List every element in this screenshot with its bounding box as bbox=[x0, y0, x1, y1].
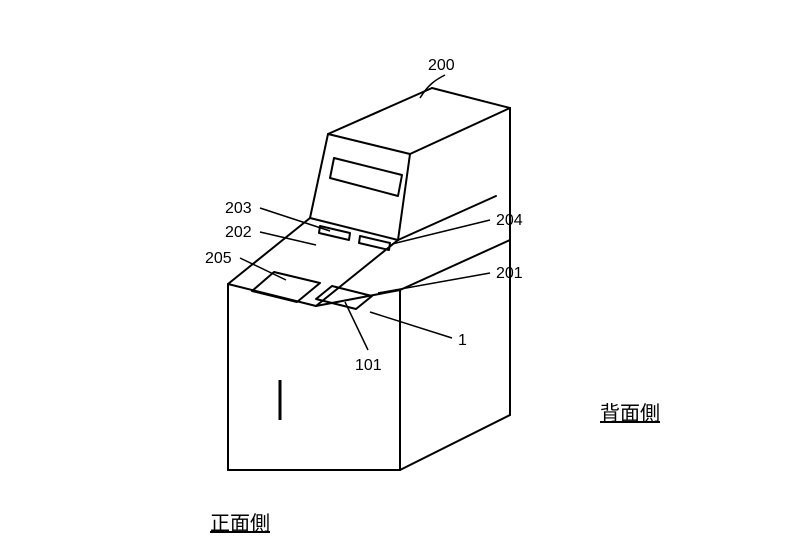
label-back-side: 背面側 bbox=[600, 402, 660, 425]
leader-n204 bbox=[392, 220, 490, 244]
leader-n1 bbox=[370, 312, 452, 338]
feature-slot_right bbox=[359, 236, 390, 250]
label-n203: 203 bbox=[225, 200, 252, 217]
label-n205: 205 bbox=[205, 250, 232, 267]
edge-side_ridge_low2 bbox=[400, 240, 510, 290]
edge-top_back_left bbox=[328, 88, 432, 134]
edge-top_front_left bbox=[328, 134, 410, 154]
kiosk-outline bbox=[228, 88, 510, 470]
patent-figure: ‘ 200 203 202 205 204 201 1 101 正面側 背面側 bbox=[0, 0, 800, 544]
label-n202: 202 bbox=[225, 224, 252, 241]
feature-display bbox=[330, 158, 402, 196]
edge-right_back_bottom bbox=[400, 415, 510, 470]
feature-slot_left bbox=[319, 226, 350, 240]
label-n204: 204 bbox=[496, 212, 523, 229]
edge-top_front_right bbox=[410, 108, 510, 154]
edge-side_ridge_top bbox=[398, 196, 496, 240]
label-n1: 1 bbox=[458, 332, 467, 349]
label-n200: 200 bbox=[428, 57, 455, 74]
edge-top_back_right bbox=[432, 88, 510, 108]
edge-console_face_right bbox=[398, 154, 410, 240]
leader-n202 bbox=[260, 232, 316, 245]
callout-leaders bbox=[240, 75, 490, 350]
artifact-mark: ‘ bbox=[560, 127, 565, 144]
label-n101: 101 bbox=[355, 357, 382, 374]
label-front-side: 正面側 bbox=[210, 512, 270, 535]
label-n201: 201 bbox=[496, 265, 523, 282]
leader-n200 bbox=[420, 75, 445, 98]
edge-console_face_left bbox=[310, 134, 328, 218]
leader-n201 bbox=[378, 273, 490, 293]
